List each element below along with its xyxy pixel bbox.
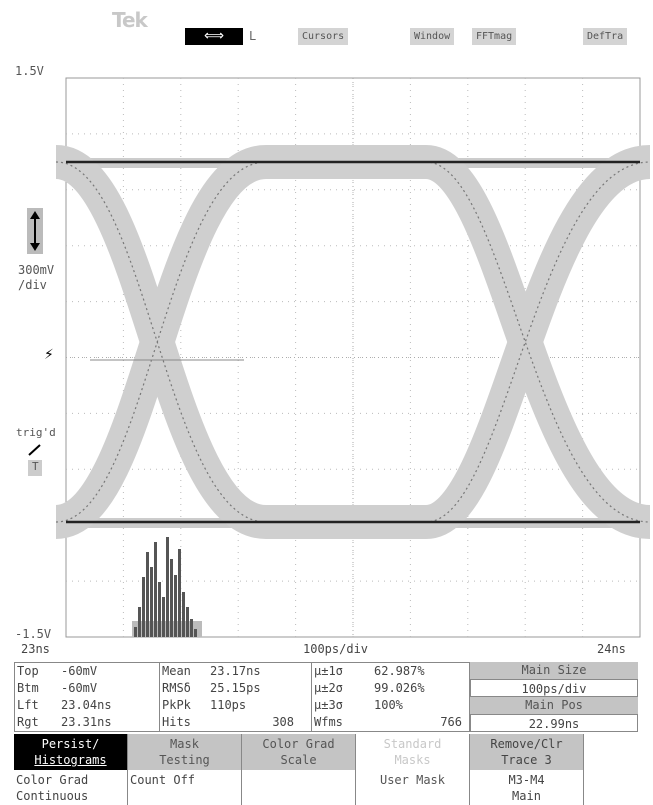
- time-scale-label: 100ps/div: [303, 642, 369, 656]
- histogram-bar: [146, 552, 149, 637]
- remove-clr-menu[interactable]: Remove/Clr Trace 3 M3-M4 Main: [470, 734, 584, 805]
- measurement-col-sigma: μ±1σ 62.987% μ±2σ 99.026% μ±3σ 100% Wfms 766: [312, 663, 470, 731]
- window-button[interactable]: Window: [410, 28, 455, 45]
- graticule: [65, 77, 641, 638]
- histogram-bar: [150, 567, 153, 637]
- histogram-bar: [170, 559, 173, 637]
- time-left-label: 23ns: [21, 642, 50, 656]
- meas-row: Lft 23.04ns: [17, 698, 112, 712]
- histogram-bar: [134, 627, 137, 637]
- vertical-scale-label: 300mV: [18, 263, 55, 277]
- meas-row: RMSδ 25.15ps: [162, 681, 261, 695]
- remove-clr-button[interactable]: Remove/Clr Trace 3: [470, 734, 583, 770]
- main-pos-value: 22.99ns: [470, 714, 638, 732]
- meas-row: Rgt 23.31ns: [17, 715, 112, 729]
- vertical-position-arrow-icon[interactable]: [27, 208, 43, 254]
- color-grad-scale-button[interactable]: Color Grad Scale: [242, 734, 355, 770]
- svg-text:⚡: ⚡: [44, 347, 54, 363]
- persist-histograms-menu[interactable]: Persist/ Histograms Color Grad Continuou…: [14, 734, 128, 805]
- meas-row: Hits 308: [162, 715, 294, 729]
- trigger-slope-icon: [27, 443, 43, 476]
- persist-histograms-value: Color Grad Continuous: [16, 773, 89, 803]
- voltage-top-label: 1.5V: [15, 64, 44, 78]
- vertical-scale-unit: /div: [18, 278, 47, 292]
- histogram-bar: [194, 629, 197, 637]
- meas-row: Top -60mV: [17, 664, 98, 678]
- l-label: L: [249, 29, 257, 43]
- deftra-button[interactable]: DefTra: [583, 28, 628, 45]
- histogram-bar: [178, 549, 181, 637]
- waveform-display: [53, 77, 652, 638]
- eye-diagram-plot: [53, 77, 652, 638]
- mask-testing-button[interactable]: Mask Testing: [128, 734, 241, 770]
- standard-masks-button[interactable]: Standard Masks: [356, 734, 469, 770]
- measurement-col-stats: Mean 23.17ns RMSδ 25.15ps PkPk 110ps Hits 30…: [160, 663, 312, 731]
- eye-traces: [53, 145, 652, 539]
- histogram-bar: [166, 537, 169, 637]
- fftmag-button[interactable]: FFTmag: [472, 28, 517, 45]
- meas-row: PkPk 110ps: [162, 698, 247, 712]
- cursors-button[interactable]: Cursors: [298, 28, 349, 45]
- color-grad-scale-menu[interactable]: Color Grad Scale: [242, 734, 356, 805]
- meas-row: μ±2σ 99.026%: [314, 681, 425, 695]
- meas-row: Mean 23.17ns: [162, 664, 261, 678]
- color-grad-scale-value: [242, 770, 355, 805]
- horizontal-arrow-button[interactable]: ⟺: [185, 28, 243, 45]
- meas-row: μ±1σ 62.987%: [314, 664, 425, 678]
- trigger-mode-label: T: [32, 460, 39, 473]
- main-size-label[interactable]: Main Size: [470, 662, 638, 679]
- histogram-bar: [162, 597, 165, 637]
- meas-row: Wfms 766: [314, 715, 462, 729]
- histogram-bar: [174, 575, 177, 637]
- measurement-panel: Top -60mV Btm -60mV Lft 23.04ns Rgt 23.31ns …: [14, 662, 470, 732]
- horizontal-side-panel: Main Size 100ps/div Main Pos 22.99ns: [470, 662, 638, 732]
- meas-row: Btm -60mV: [17, 681, 98, 695]
- trigger-status: trig'd: [16, 426, 56, 439]
- mask-testing-menu[interactable]: Mask Testing Count Off: [128, 734, 242, 805]
- voltage-bottom-label: -1.5V: [15, 627, 52, 641]
- histogram-bar: [158, 582, 161, 637]
- standard-masks-menu[interactable]: Standard Masks User Mask: [356, 734, 470, 805]
- histogram-bar: [190, 619, 193, 637]
- main-size-value: 100ps/div: [470, 679, 638, 697]
- histogram-bars: [132, 537, 202, 637]
- time-right-label: 24ns: [597, 642, 626, 656]
- remove-clr-value: M3-M4 Main: [508, 773, 545, 803]
- channel-level-icon: ⚡: [44, 347, 54, 363]
- main-pos-label[interactable]: Main Pos: [470, 697, 638, 714]
- persist-histograms-button[interactable]: Persist/ Histograms: [14, 734, 127, 770]
- histogram-bar: [154, 542, 157, 637]
- histogram-bar: [182, 592, 185, 637]
- histogram-bar: [186, 607, 189, 637]
- measurement-col-bounds: Top -60mV Btm -60mV Lft 23.04ns Rgt 23.31ns: [15, 663, 160, 731]
- histogram-bar: [142, 577, 145, 637]
- standard-masks-value: User Mask: [379, 773, 446, 787]
- brand-logo: Tek: [112, 8, 148, 32]
- histogram-bar: [138, 607, 141, 637]
- meas-row: μ±3σ 100%: [314, 698, 403, 712]
- mask-testing-value: Count Off: [130, 773, 196, 787]
